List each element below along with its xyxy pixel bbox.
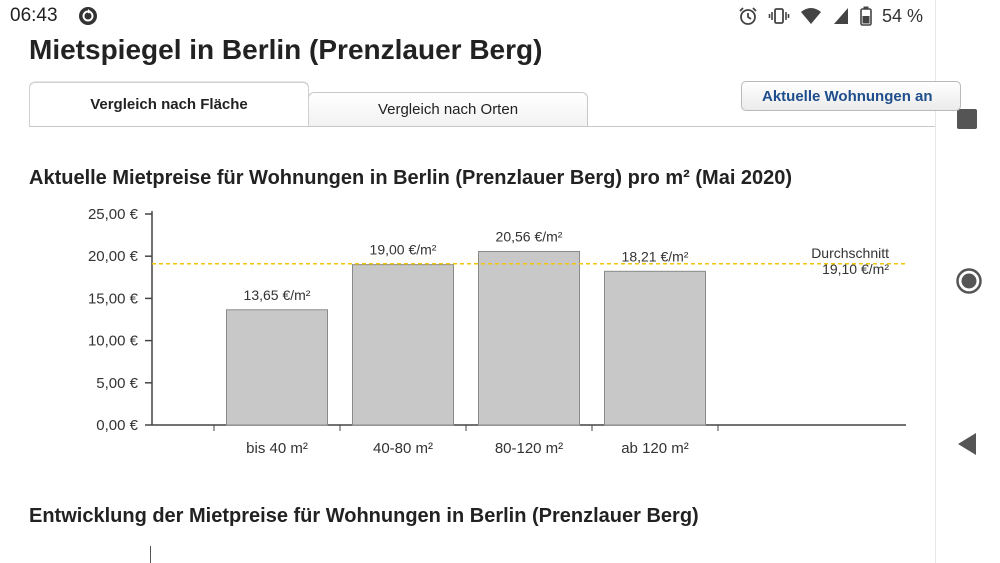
wifi-icon <box>800 8 821 24</box>
average-label: Durchschnitt <box>811 245 889 261</box>
y-tick-label: 10,00 € <box>88 333 139 350</box>
x-tick-label: 80-120 m² <box>495 440 563 457</box>
bar-value-label: 18,21 €/m² <box>622 248 689 264</box>
bar <box>352 264 454 426</box>
y-tick-label: 20,00 € <box>88 248 139 265</box>
tab-area-comparison[interactable]: Vergleich nach Fläche <box>29 82 309 126</box>
x-tick-label: bis 40 m² <box>246 440 308 457</box>
bar-value-label: 19,00 €/m² <box>370 242 437 258</box>
battery-percentage: 54 % <box>881 5 923 26</box>
back-button[interactable] <box>956 432 978 456</box>
sync-icon <box>79 7 97 25</box>
average-value-label: 19,10 €/m² <box>822 261 889 277</box>
bar-value-label: 20,56 €/m² <box>496 228 563 244</box>
bar <box>604 270 706 426</box>
bar <box>478 250 580 426</box>
tab-location-comparison[interactable]: Vergleich nach Orten <box>308 92 588 126</box>
home-button[interactable] <box>956 268 982 294</box>
rent-bar-chart: 0,00 € 5,00 € 10,00 € 15,00 € 20,00 € 25,00 €… <box>88 206 906 457</box>
current-listings-button[interactable]: Aktuelle Wohnungen an <box>741 81 961 111</box>
clock: 06:43 <box>10 5 58 26</box>
y-tick-label: 15,00 € <box>88 290 139 307</box>
battery-icon <box>860 6 872 26</box>
rent-prices-heading: Aktuelle Mietpreise für Wohnungen in Ber… <box>29 167 793 189</box>
y-tick-label: 5,00 € <box>96 375 138 392</box>
development-chart-axis <box>150 546 151 563</box>
signal-icon <box>833 8 848 24</box>
status-bar: 06:43 54 % <box>0 0 935 34</box>
bar <box>226 309 328 426</box>
tabs-divider <box>29 126 935 127</box>
x-tick-label: 40-80 m² <box>373 440 433 457</box>
y-tick-label: 0,00 € <box>96 417 138 434</box>
rent-development-heading: Entwicklung der Mietpreise für Wohnungen… <box>29 505 699 527</box>
page-title: Mietspiegel in Berlin (Prenzlauer Berg) <box>29 34 543 65</box>
y-tick-label: 25,00 € <box>88 206 139 223</box>
recents-button[interactable] <box>956 108 978 130</box>
vibrate-icon <box>768 8 790 24</box>
x-tick-label: ab 120 m² <box>621 440 689 457</box>
bar-value-label: 13,65 €/m² <box>244 287 311 303</box>
alarm-icon <box>739 7 757 25</box>
